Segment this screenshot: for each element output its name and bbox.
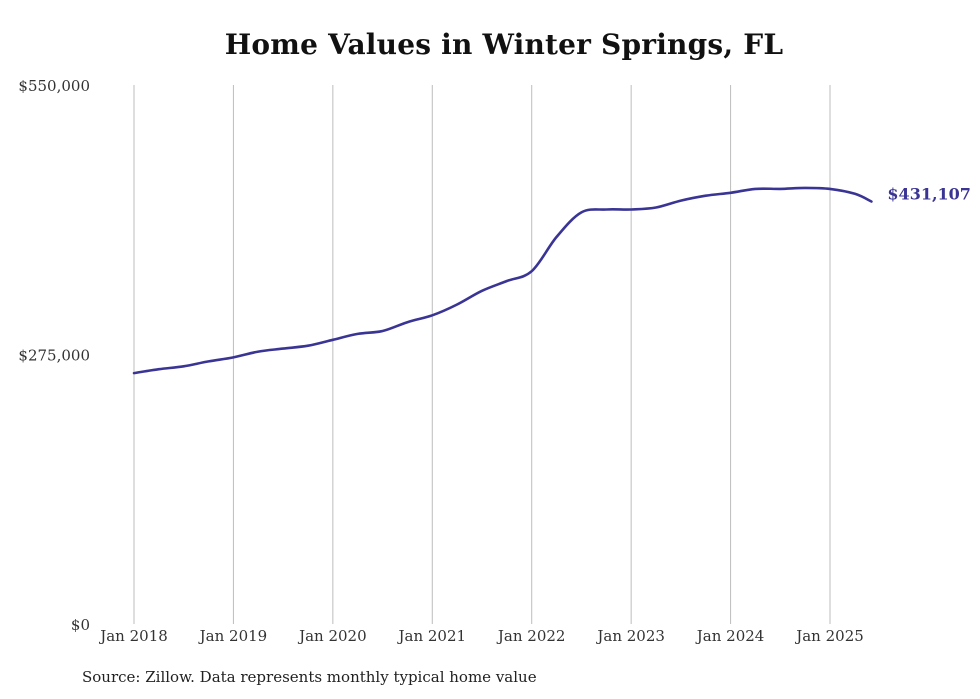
- x-tick-label: Jan 2023: [595, 627, 665, 645]
- y-tick-label: $0: [71, 616, 90, 634]
- x-tick-label: Jan 2018: [98, 627, 168, 645]
- x-tick-label: Jan 2025: [794, 627, 864, 645]
- source-note: Source: Zillow. Data represents monthly …: [82, 668, 537, 686]
- y-tick-label: $550,000: [18, 77, 90, 95]
- x-axis-ticks: Jan 2018 Jan 2019 Jan 2020 Jan 2021 Jan 2022…: [98, 627, 864, 645]
- chart-title: Home Values in Winter Springs, FL: [224, 28, 784, 61]
- x-tick-label: Jan 2021: [397, 627, 467, 645]
- x-tick-label: Jan 2020: [297, 627, 367, 645]
- latest-value-label: $431,107: [887, 185, 971, 204]
- home-value-line: [132, 186, 873, 375]
- y-axis-ticks: $0 $275,000 $550,000: [18, 77, 90, 634]
- x-tick-label: Jan 2024: [695, 627, 765, 645]
- x-tick-label: Jan 2022: [496, 627, 566, 645]
- x-tick-label: Jan 2019: [198, 627, 268, 645]
- gridlines: [133, 85, 831, 624]
- y-tick-label: $275,000: [18, 347, 90, 365]
